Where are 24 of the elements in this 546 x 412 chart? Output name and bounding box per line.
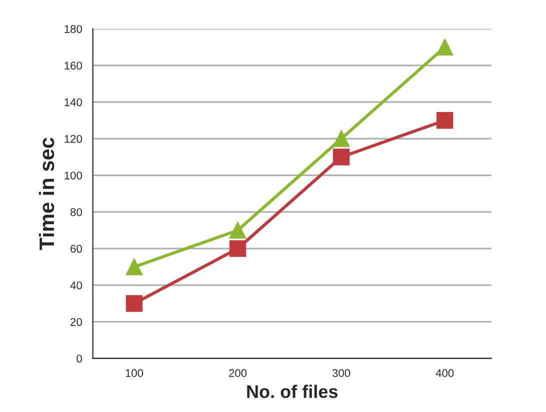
y-tick-label: 180 xyxy=(64,25,82,33)
x-axis-title: No. of files xyxy=(247,384,338,398)
y-tick-label: 160 xyxy=(64,62,82,70)
point xyxy=(436,38,454,56)
y-tick-label: 100 xyxy=(64,172,82,180)
y-tick-label: 0 xyxy=(76,354,82,363)
y-tick-label: 60 xyxy=(70,244,82,253)
x-tick-label: 400 xyxy=(436,369,454,378)
x-tick-label: 200 xyxy=(229,369,247,378)
point xyxy=(436,112,454,129)
x-tick-label: 100 xyxy=(126,369,144,378)
point xyxy=(332,148,350,166)
point xyxy=(229,222,246,239)
point xyxy=(332,130,350,148)
y-tick-label: 80 xyxy=(70,208,82,216)
y-tick-label: 20 xyxy=(70,318,82,326)
x-tick-label: 300 xyxy=(332,369,350,378)
point xyxy=(126,258,143,276)
y-tick-label: 120 xyxy=(64,134,82,143)
point xyxy=(126,295,143,312)
y-tick-label: 40 xyxy=(70,281,82,290)
point xyxy=(229,240,246,257)
y-tick-label: 140 xyxy=(64,98,82,106)
y-axis-title: Time in sec xyxy=(38,138,54,250)
